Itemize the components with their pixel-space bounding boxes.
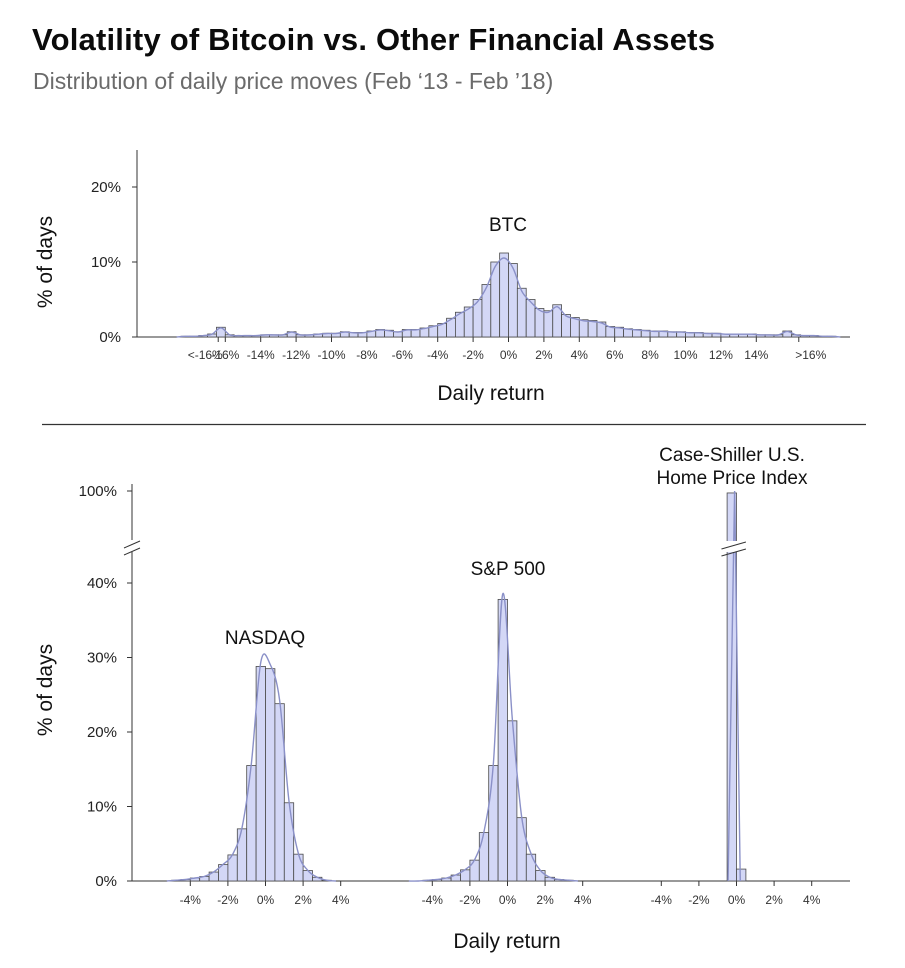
series-label: Case-Shiller U.S. Home Price Index (656, 445, 808, 489)
btc-x-tick-label: -4% (427, 348, 449, 362)
y-axis-break-mark (123, 547, 141, 556)
series-label: NASDAQ (225, 628, 305, 649)
series-label-line: Case-Shiller U.S. (659, 445, 805, 466)
bottom-x-tick-label: -2% (217, 893, 239, 907)
btc-x-tick-label: 8% (641, 348, 659, 362)
btc-x-tick-label: 12% (709, 348, 733, 362)
bottom-x-axis-title: Daily return (453, 930, 560, 953)
spike-break-mark (721, 548, 747, 557)
series-bar (293, 853, 304, 882)
series-label-line: S&P 500 (471, 559, 546, 580)
btc-x-tick-label: 10% (673, 348, 697, 362)
btc-x-tick-label: 0% (500, 348, 518, 362)
btc-x-axis-title: Daily return (437, 382, 544, 405)
series-bar (488, 765, 499, 882)
bottom-x-tick-label: 4% (332, 893, 350, 907)
btc-x-tick-label: -10% (317, 348, 345, 362)
bottom-x-tick-label: 0% (499, 893, 517, 907)
spike-break-mark (721, 541, 747, 550)
series-bar (535, 870, 546, 882)
bottom-x-tick-label: 0% (728, 893, 746, 907)
btc-y-tick-label: 10% (91, 254, 121, 271)
btc-density-curve (176, 257, 841, 338)
btc-x-tick-label: -16% (211, 348, 239, 362)
series-density-curve (166, 653, 337, 882)
bottom-x-tick-label: 2% (536, 893, 554, 907)
btc-x-tick-label: 2% (535, 348, 553, 362)
traditional-assets-panel: 0% 10% 20% 30% 40% 100% -4% -2% 0% 2% 4% NASDAQ -4% -… (34, 445, 850, 953)
bottom-y-tick-label: 20% (87, 724, 117, 741)
btc-x-tick-label: -6% (392, 348, 414, 362)
btc-y-axis-title: % of days (34, 216, 57, 308)
series-label-line: Home Price Index (656, 468, 808, 489)
btc-bar (534, 308, 545, 338)
bottom-x-tick-label: -4% (651, 893, 673, 907)
bottom-x-tick-label: 4% (803, 893, 821, 907)
btc-x-tick-label: -8% (356, 348, 378, 362)
btc-bar (570, 317, 580, 338)
btc-y-tick-label: 20% (91, 179, 121, 196)
btc-bar (587, 320, 598, 338)
series-bar (736, 868, 747, 882)
series-bar (469, 859, 480, 882)
btc-bar (463, 306, 474, 338)
bottom-x-tick-label: 0% (257, 893, 275, 907)
btc-x-tick-label: 14% (744, 348, 768, 362)
btc-panel: 0% 10% 20% <-16%-16% -14% -12% -10% -8% -6% -4% -2… (34, 150, 850, 405)
series-bar (265, 668, 276, 882)
y-axis-break-mark (123, 540, 141, 549)
series-bar (516, 817, 527, 882)
bottom-x-tick-label: 2% (294, 893, 312, 907)
btc-x-tick-label: <-16% (188, 348, 223, 362)
chart-title: Volatility of Bitcoin vs. Other Financia… (32, 22, 716, 57)
btc-bar (578, 319, 589, 338)
bottom-y-tick-label: 100% (79, 483, 117, 500)
bottom-y-axis-title: % of days (34, 644, 57, 736)
bottom-y-tick-label: 0% (95, 873, 117, 890)
bottom-y-tick-label: 30% (87, 650, 117, 667)
btc-x-tick-label: -2% (462, 348, 484, 362)
series-density-curve (727, 490, 741, 882)
bottom-y-tick-label: 40% (87, 575, 117, 592)
btc-x-tick-label: 6% (606, 348, 624, 362)
series-bar (283, 802, 295, 882)
bottom-x-tick-label: -2% (688, 893, 710, 907)
bottom-x-tick-label: 2% (765, 893, 783, 907)
series-bar (236, 828, 248, 882)
bottom-x-tick-label: 4% (574, 893, 592, 907)
series-bar (246, 765, 257, 882)
btc-bar (543, 310, 554, 338)
btc-x-tick-label: >16% (795, 348, 826, 362)
series-bar (478, 832, 490, 882)
series-label-line: NASDAQ (225, 628, 305, 649)
btc-bar (499, 252, 509, 338)
chart-subtitle: Distribution of daily price moves (Feb ‘… (33, 68, 554, 94)
bottom-y-tick-label: 10% (87, 799, 117, 816)
series-bar (525, 853, 537, 882)
btc-y-tick-label: 0% (99, 329, 121, 346)
btc-x-tick-label: -12% (282, 348, 310, 362)
btc-x-tick-label: 4% (571, 348, 589, 362)
btc-series-label: BTC (489, 215, 527, 236)
spike-break-gap (721, 541, 746, 552)
btc-x-tick-label: -14% (247, 348, 275, 362)
bottom-x-tick-label: -2% (459, 893, 481, 907)
series-bar (507, 720, 518, 882)
series-bar (302, 870, 313, 882)
bottom-x-tick-label: -4% (180, 893, 202, 907)
series-label: S&P 500 (471, 559, 546, 580)
bottom-x-tick-label: -4% (422, 893, 444, 907)
series-density-curve (408, 593, 579, 882)
